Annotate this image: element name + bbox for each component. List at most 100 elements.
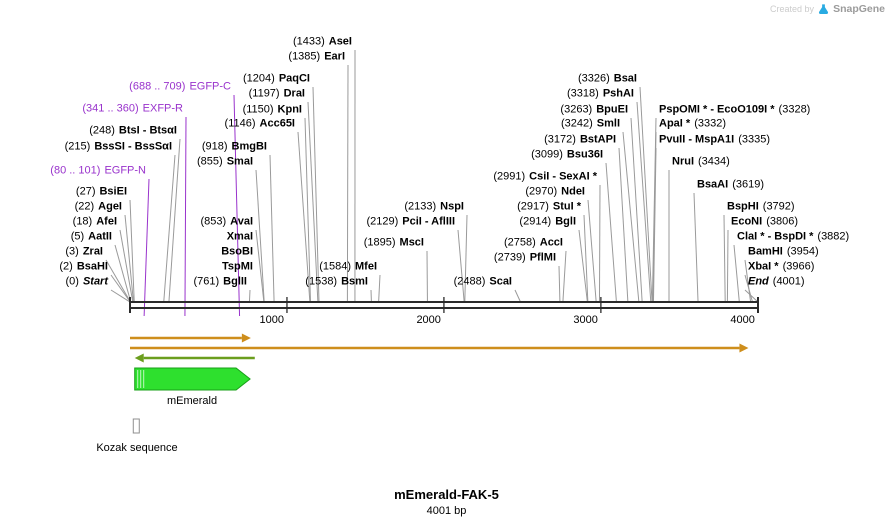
- site-position: (3882): [817, 230, 850, 243]
- site-position: (3099): [531, 148, 563, 161]
- enzyme-site-connector-line: [297, 131, 311, 303]
- enzyme-site-connector-line: [726, 229, 729, 303]
- reverse-orf-arrow-arrowhead: [134, 353, 144, 363]
- site-name: SmaI: [226, 155, 253, 168]
- site-position: (0): [65, 275, 79, 288]
- site-name: AfeI: [96, 215, 117, 228]
- site-name: SmlI: [596, 117, 620, 130]
- site-name: ZraI: [82, 245, 103, 258]
- site-name: PflMI: [529, 251, 556, 264]
- watermark: Created by SnapGene: [770, 3, 885, 15]
- site-name: PciI - AflIII: [402, 215, 455, 228]
- site-name: NdeI: [561, 185, 585, 198]
- orf-arrow-short-arrowhead: [241, 333, 251, 343]
- site-name: BsaAI: [697, 178, 729, 191]
- enzyme-site-label: (2758) AccI: [504, 237, 563, 250]
- site-name: NruI: [672, 155, 694, 168]
- site-position: (3172): [544, 133, 576, 146]
- site-position: (3263): [560, 103, 593, 116]
- site-name: ScaI: [489, 275, 512, 288]
- enzyme-site-label: NruI (3434): [672, 156, 730, 169]
- enzyme-site-label: (3099) Bsu36I: [531, 149, 603, 162]
- enzyme-site-label: (5) AatII: [71, 231, 112, 244]
- site-name: BamHI: [748, 245, 783, 258]
- site-position: (3326): [577, 72, 610, 85]
- site-name: PspOMI * - EcoO109I *: [659, 103, 775, 116]
- site-name: XmaI: [226, 230, 253, 243]
- site-name: ApaI *: [659, 117, 691, 130]
- plasmid-length: 4001 bp: [426, 505, 467, 517]
- enzyme-site-label: (22) AgeI: [75, 201, 122, 214]
- enzyme-site-connector-line: [587, 199, 597, 303]
- enzyme-site-label: (2488) ScaI: [454, 276, 512, 289]
- site-name: Start: [82, 275, 108, 288]
- site-name: AseI: [328, 35, 352, 48]
- primer-site-label: (688 .. 709) EGFP-C: [129, 81, 231, 94]
- kozak-sequence-marker: [132, 418, 140, 434]
- site-position: (2991): [493, 170, 526, 183]
- enzyme-site-connector-line: [119, 229, 134, 303]
- enzyme-site-label: BspHI (3792): [727, 201, 795, 214]
- enzyme-site-connector-line: [307, 101, 319, 303]
- axis-tick-label: 2000: [416, 314, 441, 326]
- enzyme-site-connector-line: [605, 162, 617, 303]
- enzyme-site-connector-line: [636, 101, 652, 303]
- site-name: MfeI: [355, 260, 377, 273]
- site-position: (3318): [567, 87, 599, 100]
- site-position: (341 .. 360): [82, 102, 139, 115]
- enzyme-site-label: (3172) BstAPI: [544, 134, 616, 147]
- enzyme-site-connector-line: [723, 214, 726, 303]
- enzyme-site-label: (2739) PflMI: [494, 252, 556, 265]
- enzyme-site-connector-line: [457, 229, 465, 303]
- site-name: KpnI: [277, 103, 302, 116]
- enzyme-site-connector-line: [558, 265, 561, 303]
- enzyme-site-label: (918) BmgBI: [202, 141, 267, 154]
- site-position: (5): [70, 230, 85, 243]
- site-name: BpuEI: [596, 103, 628, 116]
- site-position: (3792): [762, 200, 795, 213]
- enzyme-site-label: (2) BsaHI: [59, 261, 108, 274]
- site-position: (1150): [242, 103, 274, 116]
- site-position: (2739): [493, 251, 526, 264]
- enzyme-site-label: (1150) KpnI: [243, 104, 302, 117]
- enzyme-site-connector-line: [693, 192, 699, 303]
- site-name: EGFP-N: [104, 164, 146, 177]
- site-name: BsiEI: [99, 185, 127, 198]
- site-position: (1895): [363, 236, 396, 249]
- enzyme-site-connector-line: [578, 229, 588, 303]
- enzyme-site-connector-line: [622, 131, 640, 303]
- site-position: (1385): [288, 50, 321, 63]
- site-name: CsiI - SexAI *: [529, 170, 597, 183]
- enzyme-site-connector-line: [744, 289, 759, 303]
- site-name: TspMI: [222, 260, 253, 273]
- enzyme-site-label: (2970) NdeI: [525, 186, 585, 199]
- site-position: (1538): [305, 275, 338, 288]
- site-name: EXFP-R: [142, 102, 183, 115]
- enzyme-site-connector-line: [514, 289, 521, 303]
- primer-connector-line: [143, 178, 150, 317]
- site-name: BstAPI: [579, 133, 616, 146]
- site-name: AgeI: [98, 200, 122, 213]
- enzyme-site-label: (18) AfeI: [73, 216, 117, 229]
- site-name: End: [748, 275, 769, 288]
- primer-connector-line: [233, 94, 241, 317]
- site-position: (853): [200, 215, 227, 228]
- orf-arrow-long-arrowhead: [739, 343, 749, 353]
- site-position: (688 .. 709): [129, 80, 186, 93]
- site-name: BssSI - BssSαI: [94, 140, 172, 153]
- enzyme-site-connector-line: [105, 259, 131, 303]
- enzyme-site-label: (3242) SmlI: [561, 118, 620, 131]
- enzyme-site-connector-line: [168, 138, 181, 303]
- enzyme-site-label: (3318) PshAI: [567, 88, 634, 101]
- site-position: (1433): [292, 35, 325, 48]
- axis-tick-label: 4000: [730, 314, 755, 326]
- site-position: (2758): [503, 236, 536, 249]
- enzyme-site-label: (1385) EarI: [288, 51, 345, 64]
- site-name: AvaI: [230, 215, 253, 228]
- plasmid-name: mEmerald-FAK-5: [394, 487, 499, 502]
- enzyme-site-label: PvuII - MspA1I (3335): [659, 134, 770, 147]
- site-name: BspHI: [727, 200, 759, 213]
- site-name: BglI: [555, 215, 576, 228]
